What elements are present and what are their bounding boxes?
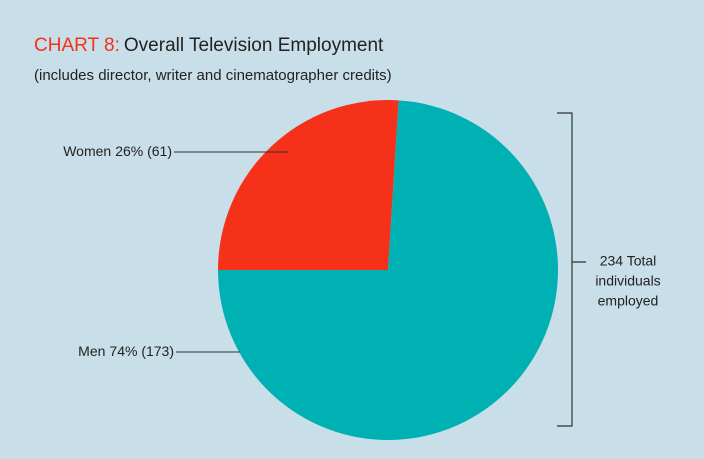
value-label: 26% (61) (115, 143, 172, 159)
value-label: 74% (173) (109, 343, 174, 359)
pie-slice (218, 100, 399, 270)
category-label: Women (63, 143, 111, 159)
annotation: 234 Total (600, 253, 657, 269)
bracket (557, 112, 586, 427)
slice-label: Women 26% (61) (63, 143, 172, 159)
chart-label: CHART 8: (34, 35, 120, 56)
annotation: employed (598, 293, 659, 309)
category-label: Men (78, 343, 105, 359)
slice-label: Men 74% (173) (78, 343, 174, 359)
annotation: individuals (595, 273, 660, 289)
pie-slice (218, 100, 558, 441)
chart-subtitle: (includes director, writer and cinematog… (34, 67, 392, 84)
chart-title: Overall Television Employment (124, 35, 384, 56)
chart-title-group: CHART 8: Overall Television Employment (34, 35, 384, 56)
